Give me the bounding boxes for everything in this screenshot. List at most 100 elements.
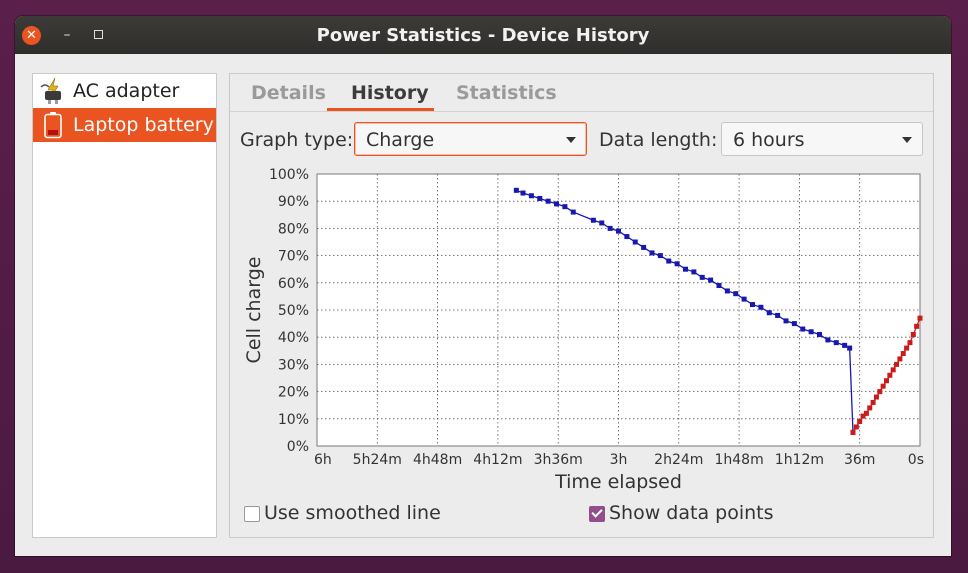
y-tick-label: 20% bbox=[278, 385, 309, 401]
data-point bbox=[791, 321, 797, 327]
data-point bbox=[708, 277, 714, 283]
data-point bbox=[847, 345, 853, 351]
x-tick-label: 36m bbox=[844, 452, 875, 468]
data-point bbox=[683, 266, 688, 272]
sidebar-item-laptop-battery[interactable]: Laptop battery bbox=[33, 108, 216, 142]
graph-type-label: Graph type: bbox=[240, 129, 354, 151]
y-tick-label: 80% bbox=[278, 221, 309, 237]
active-tab-indicator bbox=[327, 108, 434, 111]
data-point bbox=[691, 269, 697, 275]
data-point bbox=[775, 312, 781, 318]
data-point bbox=[897, 356, 903, 362]
data-point bbox=[590, 217, 596, 223]
data-point bbox=[624, 234, 630, 240]
data-point bbox=[537, 195, 543, 201]
data-point bbox=[716, 283, 722, 289]
x-tick-label: 1h48m bbox=[714, 452, 763, 468]
data-point bbox=[910, 331, 916, 337]
app-window: ✕ – Power Statistics - Device History AC… bbox=[15, 16, 951, 556]
title-bar: ✕ – Power Statistics - Device History bbox=[15, 16, 951, 54]
tab-statistics[interactable]: Statistics bbox=[456, 82, 557, 104]
tab-details[interactable]: Details bbox=[251, 82, 326, 104]
data-points-label: Show data points bbox=[609, 502, 774, 524]
x-tick-label: 3h bbox=[610, 452, 628, 468]
graph-type-value: Charge bbox=[366, 129, 435, 151]
smoothed-line-label: Use smoothed line bbox=[264, 502, 441, 524]
data-point bbox=[766, 310, 772, 316]
data-point bbox=[733, 291, 739, 297]
data-point bbox=[904, 345, 910, 351]
data-point bbox=[887, 372, 893, 378]
battery-icon bbox=[44, 112, 62, 139]
data-point bbox=[520, 190, 526, 196]
smoothed-line-checkbox[interactable] bbox=[244, 506, 260, 522]
data-point bbox=[907, 340, 913, 346]
data-point bbox=[873, 394, 879, 400]
y-tick-label: 10% bbox=[278, 412, 309, 428]
device-panel: Details History Statistics Graph type: C… bbox=[229, 73, 934, 538]
data-point bbox=[562, 204, 568, 210]
minimize-icon: – bbox=[63, 27, 71, 43]
sidebar-item-ac-adapter[interactable]: AC adapter bbox=[33, 74, 216, 108]
data-point bbox=[724, 288, 730, 294]
y-tick-label: 60% bbox=[278, 276, 309, 292]
data-point bbox=[857, 419, 863, 425]
data-length-dropdown[interactable]: 6 hours bbox=[721, 122, 923, 156]
x-tick-label: 2h24m bbox=[654, 452, 703, 468]
data-point bbox=[860, 413, 866, 419]
data-point bbox=[842, 342, 848, 348]
ac-adapter-icon bbox=[40, 77, 61, 104]
y-tick-label: 30% bbox=[278, 357, 309, 373]
y-tick-label: 40% bbox=[278, 330, 309, 346]
data-point bbox=[616, 228, 621, 234]
data-point bbox=[877, 389, 883, 395]
data-point bbox=[894, 361, 900, 367]
data-point bbox=[599, 220, 605, 226]
data-point bbox=[750, 302, 755, 308]
data-point bbox=[884, 378, 889, 384]
data-point bbox=[900, 351, 906, 357]
graph-type-dropdown[interactable]: Charge bbox=[354, 122, 587, 156]
y-tick-label: 90% bbox=[278, 194, 309, 210]
x-tick-label: 0s bbox=[908, 452, 924, 468]
data-point bbox=[783, 318, 789, 324]
data-point bbox=[867, 405, 873, 411]
minimize-button[interactable]: – bbox=[60, 26, 74, 44]
window-title: Power Statistics - Device History bbox=[316, 25, 650, 46]
data-point bbox=[890, 367, 896, 373]
chevron-down-icon bbox=[566, 137, 576, 143]
y-tick-label: 70% bbox=[278, 249, 309, 265]
x-tick-label: 1h12m bbox=[775, 452, 824, 468]
close-button[interactable]: ✕ bbox=[22, 26, 41, 45]
data-point bbox=[917, 315, 923, 321]
data-point bbox=[674, 261, 680, 267]
data-point bbox=[758, 304, 764, 310]
data-length-label: Data length: bbox=[599, 129, 718, 151]
data-points-checkbox[interactable] bbox=[589, 506, 605, 522]
maximize-button[interactable] bbox=[94, 30, 103, 39]
data-point bbox=[554, 201, 560, 207]
chevron-down-icon bbox=[902, 137, 912, 143]
data-point bbox=[641, 244, 647, 250]
y-tick-label: 100% bbox=[269, 167, 309, 183]
device-list: AC adapter Laptop battery bbox=[32, 73, 217, 538]
close-icon: ✕ bbox=[26, 28, 37, 43]
sidebar-item-label: AC adapter bbox=[73, 80, 180, 102]
data-point bbox=[666, 258, 672, 264]
x-axis-title: Time elapsed bbox=[554, 471, 682, 493]
data-point bbox=[870, 399, 876, 405]
x-tick-label: 4h48m bbox=[413, 452, 462, 468]
data-point bbox=[649, 250, 655, 256]
data-point bbox=[800, 326, 806, 332]
data-point bbox=[880, 383, 886, 389]
y-tick-label: 0% bbox=[287, 439, 309, 455]
data-point bbox=[817, 331, 822, 337]
data-length-value: 6 hours bbox=[733, 129, 805, 151]
tab-history[interactable]: History bbox=[351, 82, 429, 104]
y-axis-title: Cell charge bbox=[243, 257, 265, 364]
y-tick-label: 50% bbox=[278, 303, 309, 319]
data-point bbox=[545, 198, 551, 204]
data-point bbox=[570, 209, 576, 215]
data-point bbox=[863, 410, 869, 416]
data-point bbox=[853, 424, 859, 430]
